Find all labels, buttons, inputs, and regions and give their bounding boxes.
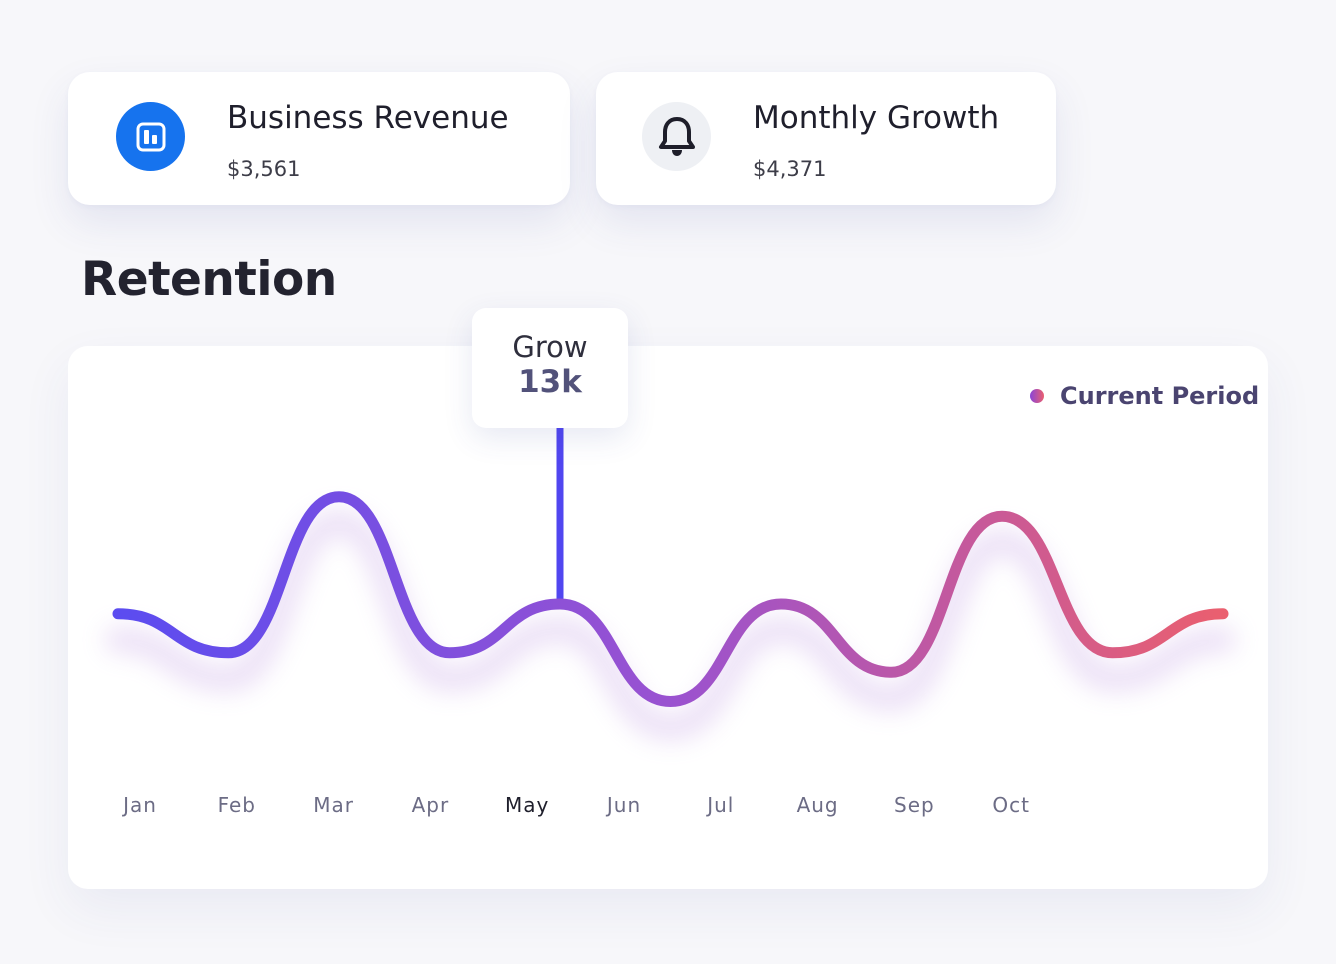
x-tick-label: Jul — [705, 793, 734, 817]
legend-label: Current Period — [1060, 382, 1260, 410]
data-point — [887, 667, 897, 677]
data-point — [1218, 609, 1228, 619]
x-tick-label: Jan — [121, 793, 157, 817]
revenue-value: $3,561 — [227, 157, 301, 181]
data-point — [334, 492, 344, 502]
data-point — [555, 599, 565, 609]
data-point — [997, 511, 1007, 521]
growth-value: $4,371 — [753, 157, 827, 181]
retention-chart-card: Jan Feb Mar Apr May Jun Jul Aug Sep Oct Current P… — [68, 346, 1268, 889]
chart-legend: Current Period — [1030, 382, 1259, 410]
series-line-current-period — [112, 491, 1229, 707]
revenue-title: Business Revenue — [227, 100, 509, 136]
data-point — [445, 648, 455, 658]
x-tick-label: Jun — [605, 793, 641, 817]
x-tick-label: Oct — [992, 793, 1030, 817]
x-tick-label: Mar — [313, 793, 354, 817]
data-point — [666, 697, 676, 707]
x-tick-label: Aug — [797, 793, 839, 817]
bell-icon — [642, 102, 711, 171]
data-point — [776, 599, 786, 609]
x-tick-label: May — [505, 793, 549, 817]
data-point — [1108, 648, 1118, 658]
data-point — [113, 609, 123, 619]
bar-chart-icon — [116, 102, 185, 171]
x-tick-label: Sep — [894, 793, 935, 817]
growth-title: Monthly Growth — [753, 100, 1000, 136]
retention-chart: Jan Feb Mar Apr May Jun Jul Aug Sep Oct — [105, 428, 1236, 817]
series-shadow — [105, 509, 1236, 741]
tooltip-label: Grow — [512, 330, 588, 364]
x-tick-label: Feb — [218, 793, 256, 817]
data-point — [224, 648, 234, 658]
legend-swatch — [1030, 389, 1044, 403]
retention-title: Retention — [81, 252, 337, 307]
tooltip-value: 13k — [518, 364, 582, 400]
revenue-card: Business Revenue $3,561 — [68, 72, 570, 205]
chart-tooltip: Grow 13k — [472, 308, 628, 428]
x-tick-label: Apr — [412, 793, 450, 817]
growth-card: Monthly Growth $4,371 — [596, 72, 1056, 205]
